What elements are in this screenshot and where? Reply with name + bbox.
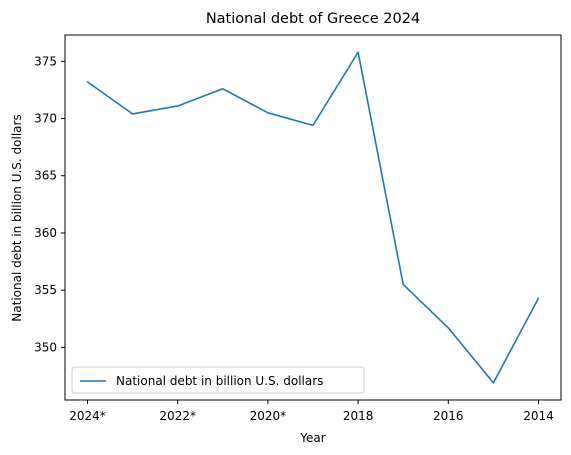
x-tick-label: 2020* <box>250 409 287 423</box>
x-tick-label: 2014 <box>523 409 554 423</box>
y-tick-label: 355 <box>34 283 57 297</box>
x-axis-label: Year <box>299 431 325 445</box>
y-tick-label: 360 <box>34 226 57 240</box>
x-tick-label: 2018 <box>343 409 374 423</box>
chart-title: National debt of Greece 2024 <box>206 11 420 27</box>
plot-area <box>64 34 562 401</box>
y-tick-label: 375 <box>34 54 57 68</box>
series-line-national-debt <box>86 51 540 384</box>
x-tick-label: 2022* <box>159 409 196 423</box>
legend-entry-national-debt: National debt in billion U.S. dollars <box>116 374 323 388</box>
y-tick-label: 370 <box>34 112 57 126</box>
y-axis-label: National debt in billion U.S. dollars <box>10 114 24 321</box>
x-axis-ticks: 2024* 2022* 2020* 2018 2016 2014 <box>69 400 554 423</box>
x-tick-label: 2024* <box>69 409 106 423</box>
y-tick-label: 365 <box>34 169 57 183</box>
legend-box <box>71 366 365 394</box>
legend: National debt in billion U.S. dollars <box>71 366 365 394</box>
x-tick-label: 2016 <box>433 409 464 423</box>
y-tick-label: 350 <box>34 340 57 354</box>
y-axis-ticks: 350 355 360 365 370 375 <box>34 54 65 354</box>
